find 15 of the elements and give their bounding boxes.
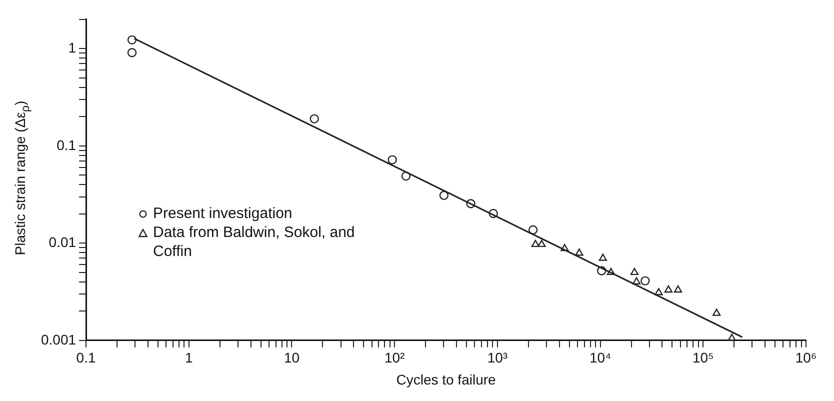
legend-label: Data from Baldwin, Sokol, and Coffin [153,223,356,261]
legend-label: Present investigation [153,204,292,223]
x-tick-label: 10⁵ [692,350,714,366]
x-tick-label: 10 [284,350,300,366]
y-tick-label: 1 [68,40,76,56]
y-tick-label: 0.01 [48,234,76,250]
x-axis-title: Cycles to failure [396,371,496,388]
x-tick-label: 10³ [487,350,508,366]
x-tick-label: 1 [184,350,193,366]
x-tick-label: 10² [384,350,406,366]
x-tick-label: 0.1 [76,350,96,366]
x-tick-label: 10⁶ [795,350,817,366]
y-tick-label: 0.001 [40,331,76,348]
y-tick-label: 0.1 [56,136,76,153]
x-tick-label: 10⁴ [590,350,612,366]
